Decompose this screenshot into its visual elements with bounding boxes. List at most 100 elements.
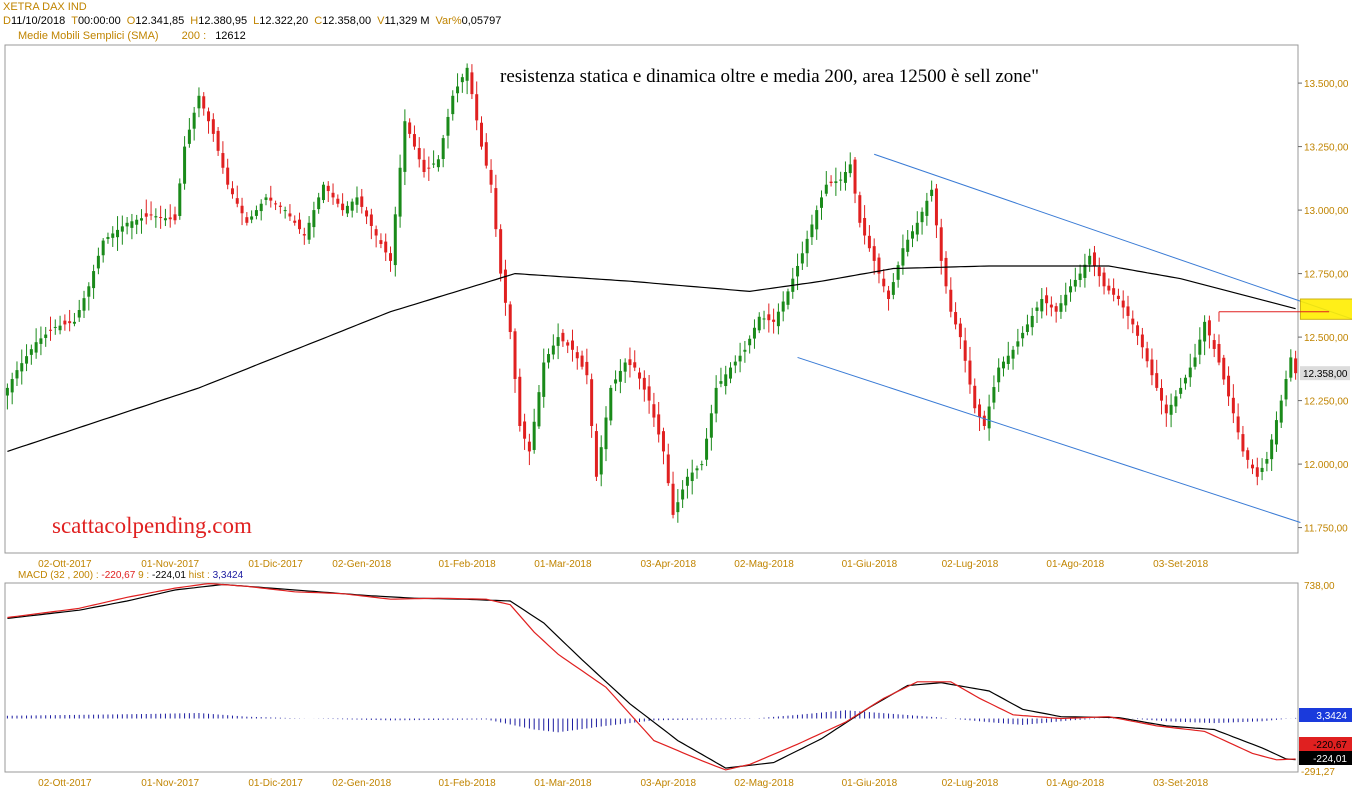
candle-body bbox=[968, 360, 972, 385]
candle-body bbox=[676, 502, 680, 513]
candle-body bbox=[647, 386, 651, 401]
candle-body bbox=[523, 421, 527, 439]
candle-body bbox=[178, 183, 182, 216]
candle-body bbox=[250, 216, 254, 220]
candle-body bbox=[432, 163, 436, 165]
candle-body bbox=[714, 387, 718, 414]
candle-body bbox=[628, 359, 632, 366]
macd-x-tick-label: 01-Giu-2018 bbox=[842, 778, 898, 789]
ohlc-key: D bbox=[3, 15, 11, 27]
candle-body bbox=[820, 197, 824, 208]
candle-body bbox=[1174, 396, 1178, 407]
candle-body bbox=[475, 94, 479, 121]
price-y-tick-label: 11.750,00 bbox=[1304, 524, 1348, 535]
candle-body bbox=[298, 219, 302, 230]
candle-body bbox=[1064, 294, 1068, 306]
candle-body bbox=[1150, 359, 1154, 376]
price-y-tick-label: 13.250,00 bbox=[1304, 143, 1349, 154]
candle-body bbox=[470, 72, 474, 95]
candle-body bbox=[906, 239, 910, 252]
price-x-tick-label: 01-Mar-2018 bbox=[534, 559, 592, 570]
candle-body bbox=[1083, 264, 1087, 278]
candle-body bbox=[1145, 348, 1149, 362]
candle-body bbox=[173, 214, 177, 221]
candle-body bbox=[20, 363, 24, 372]
candle-body bbox=[1179, 387, 1183, 394]
candle-body bbox=[10, 379, 14, 393]
candle-body bbox=[805, 238, 809, 254]
candle-body bbox=[1270, 439, 1274, 460]
sma-period: 200 : bbox=[181, 30, 207, 42]
candle-body bbox=[1236, 416, 1240, 433]
candle-body bbox=[1294, 358, 1298, 374]
price-y-tick-label: 13.500,00 bbox=[1304, 79, 1349, 90]
candle-body bbox=[202, 96, 206, 109]
ohlc-value: 00:00:00 bbox=[77, 15, 121, 27]
candle-body bbox=[738, 355, 742, 362]
candle-body bbox=[1203, 321, 1207, 342]
candle-body bbox=[427, 167, 431, 169]
candle-body bbox=[666, 454, 670, 484]
candle-body bbox=[508, 304, 512, 333]
macd-hist-tag-bg bbox=[1299, 708, 1352, 722]
candle-body bbox=[776, 311, 780, 327]
price-y-tick-label: 13.000,00 bbox=[1304, 206, 1349, 217]
candle-body bbox=[925, 200, 929, 216]
macd-value-tag: -220,67 bbox=[1313, 740, 1347, 751]
candle-body bbox=[891, 282, 895, 295]
candle-body bbox=[288, 213, 292, 217]
candle-body bbox=[465, 67, 469, 81]
macd-x-tick-label: 01-Nov-2017 bbox=[141, 778, 199, 789]
candle-body bbox=[211, 119, 215, 134]
candle-body bbox=[345, 205, 349, 214]
candle-body bbox=[307, 222, 311, 240]
candle-body bbox=[226, 167, 230, 185]
candle-body bbox=[1217, 344, 1221, 363]
candle-body bbox=[556, 337, 560, 346]
candle-body bbox=[422, 159, 426, 172]
candle-body bbox=[321, 184, 325, 201]
sma-legend: Medie Mobili Semplici (SMA) 200 : 12612 bbox=[18, 30, 246, 43]
candle-body bbox=[652, 404, 656, 418]
ohlc-key: V bbox=[377, 15, 385, 27]
macd-legend-hist-value: 3,3424 bbox=[213, 570, 244, 581]
candle-body bbox=[77, 310, 81, 318]
candle-body bbox=[1059, 303, 1063, 312]
candle-body bbox=[403, 121, 407, 172]
candle-body bbox=[1092, 252, 1096, 266]
ohlc-key: L bbox=[253, 15, 260, 27]
candle-body bbox=[58, 325, 62, 331]
candle-body bbox=[1241, 434, 1245, 452]
candle-body bbox=[590, 379, 594, 426]
macd-value-tag-bg bbox=[1299, 737, 1352, 751]
price-x-tick-label: 01-Ago-2018 bbox=[1046, 559, 1104, 570]
candle-body bbox=[733, 361, 737, 366]
candle-body bbox=[1006, 355, 1010, 364]
candle-body bbox=[824, 184, 828, 194]
candle-body bbox=[101, 240, 105, 256]
candle-body bbox=[1279, 400, 1283, 423]
candle-body bbox=[1274, 420, 1278, 445]
ohlc-key: T bbox=[71, 15, 78, 27]
candle-body bbox=[125, 222, 129, 227]
macd-signal-tag-bg bbox=[1299, 751, 1352, 765]
candle-body bbox=[1126, 306, 1130, 316]
candle-body bbox=[958, 323, 962, 338]
candle-body bbox=[949, 289, 953, 312]
candle-body bbox=[547, 354, 551, 363]
price-x-tick-label: 03-Set-2018 bbox=[1153, 559, 1208, 570]
candle-body bbox=[633, 362, 637, 368]
macd-legend-value: -220,67 bbox=[101, 570, 135, 581]
candle-body bbox=[264, 197, 268, 200]
macd-hist-tag: 3,3424 bbox=[1316, 711, 1347, 722]
candle-body bbox=[1212, 340, 1216, 349]
candle-body bbox=[274, 203, 278, 205]
candle-body bbox=[1231, 397, 1235, 414]
macd-legend-params: (32 , 200) : bbox=[47, 570, 101, 581]
candle-body bbox=[1193, 357, 1197, 367]
ohlc-value: 0,05797 bbox=[461, 15, 502, 27]
candle-body bbox=[494, 188, 498, 230]
macd-line bbox=[7, 582, 1296, 771]
candle-body bbox=[269, 197, 273, 201]
